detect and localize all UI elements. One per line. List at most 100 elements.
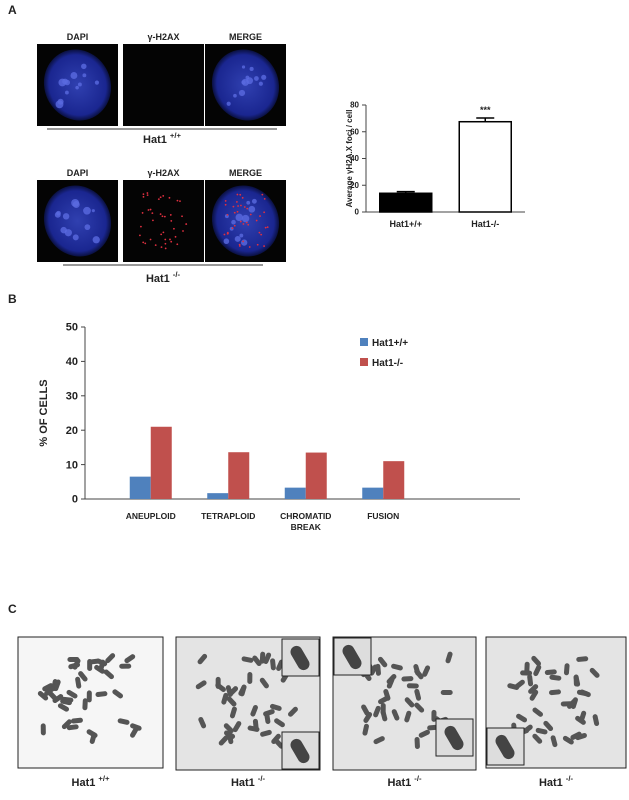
chromosome [103,669,114,680]
label-name: Hat1 [539,777,563,789]
foci [231,227,234,230]
chromocenter [75,85,79,90]
chromosome [95,658,108,667]
x-tick-label: ANEUPLOID [125,511,176,521]
chromocenter [81,63,87,70]
chromosome [68,662,81,670]
chromosome [78,671,88,682]
y-tick-label: 0 [355,208,360,217]
image-label: Hat1 -/- [146,270,181,285]
foci [258,231,261,234]
chromosome [274,738,284,749]
chromocenter [234,235,241,242]
foci [181,215,183,218]
chromosome [130,726,139,738]
chromocenter [223,238,230,245]
foci [144,242,147,245]
chromosome [377,656,388,668]
chromosome [53,679,61,692]
chromocenter [70,72,78,79]
foci [264,226,267,229]
image-label: Hat1 +/+ [72,774,110,789]
foci [260,233,263,236]
foci [141,212,144,214]
y-tick-label: 80 [350,101,359,110]
y-tick-label: 40 [66,356,78,368]
chromosome [549,674,562,681]
chromosome [362,723,369,736]
foci [161,215,164,218]
chromosome [550,735,558,748]
foci [160,233,163,236]
foci [159,196,162,199]
foci [176,199,179,202]
chromosome [391,663,403,671]
chromosome [44,686,55,696]
chromosome [570,731,582,740]
foci [242,223,245,225]
chromocenter [241,80,246,85]
chromocenter [91,209,95,213]
channel-label: DAPI [67,32,89,42]
chromosome [274,718,285,728]
chromocenter [65,90,69,95]
chromocenter [261,74,267,80]
foci [259,215,261,217]
chromosome [37,690,49,701]
chromocenter [82,73,87,78]
chromosome [61,719,72,730]
foci [164,242,167,245]
foci [182,230,184,232]
legend-label: Hat1-/- [372,358,403,369]
inset-chromosome [342,644,362,670]
foci [140,225,142,228]
chromocenter [54,211,61,218]
chromosome [404,710,412,723]
chromosome [87,659,93,672]
chromosome [414,702,425,713]
chromosome [94,664,106,674]
chromosome [418,729,430,738]
chromocenter [231,219,236,225]
significance: *** [480,105,491,115]
foci [174,235,177,238]
foci [224,200,227,202]
channel-label: γ-H2AX [147,168,179,178]
chromosome [532,707,544,717]
y-tick-label: 0 [72,494,78,506]
foci [173,227,175,230]
x-tick-label: Hat1+/+ [389,219,422,229]
foci [139,234,141,237]
chromosome [57,703,70,712]
chromosome [247,725,260,732]
panel-label: B [8,292,17,306]
foci [146,194,149,196]
chromocenter [92,236,100,244]
chromosome [386,677,395,689]
chromosome [95,691,108,698]
chromosome [431,709,437,722]
foci [142,195,145,198]
chromosome [391,709,400,721]
chromocenter [62,213,70,220]
foci [223,233,226,236]
chromosome [270,658,276,671]
chromosome [531,655,542,667]
chromosome [527,674,534,687]
label-superscript: -/- [173,270,181,279]
chromosome [380,703,386,716]
chromosome [195,680,207,690]
chromosome [112,689,124,699]
label-name: Hat1 [387,777,411,789]
foci [159,213,162,216]
chromosome [198,716,207,729]
chromosome [414,688,422,701]
chromosome [223,723,234,734]
bar [379,192,433,213]
chromosome [197,653,208,665]
foci [237,205,239,207]
chromocenter [241,214,250,223]
chromosome [375,663,381,676]
foci [162,195,165,197]
foci [233,224,236,227]
